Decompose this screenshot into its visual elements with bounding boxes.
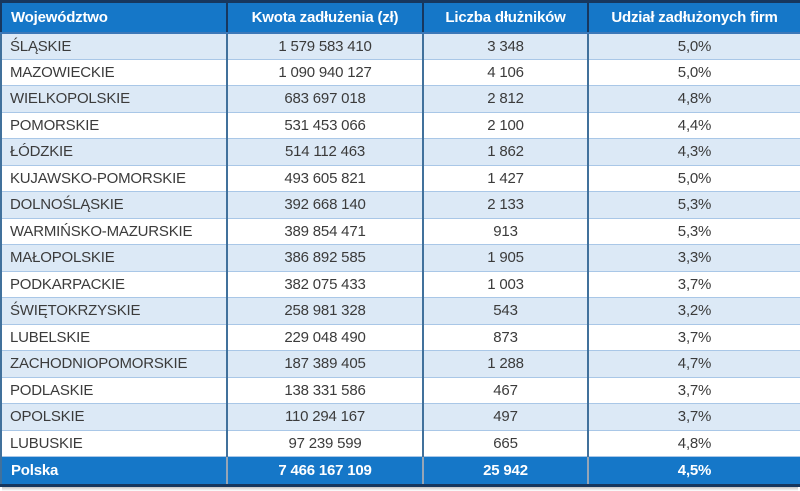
amount-cell: 258 981 328 [227,297,424,325]
table-row: WARMIŃSKO-MAZURSKIE 389 854 471 913 5,3% [0,218,800,245]
table-row: ŚLĄSKIE 1 579 583 410 3 348 5,0% [0,32,800,60]
region-cell: POMORSKIE [0,112,228,139]
total-amount-cell: 7 466 167 109 [227,456,424,487]
region-cell: ZACHODNIOPOMORSKIE [0,350,228,378]
table-row: KUJAWSKO-POMORSKIE 493 605 821 1 427 5,0… [0,165,800,192]
share-cell: 4,7% [588,350,800,378]
table-row: ZACHODNIOPOMORSKIE 187 389 405 1 288 4,7… [0,350,800,378]
region-cell: ŁÓDZKIE [0,138,228,166]
share-cell: 3,3% [588,244,800,272]
share-cell: 5,3% [588,191,800,219]
table-body: ŚLĄSKIE 1 579 583 410 3 348 5,0% MAZOWIE… [0,32,800,457]
share-cell: 3,7% [588,377,800,404]
table-row: POMORSKIE 531 453 066 2 100 4,4% [0,112,800,139]
column-header-indebted-share: Udział zadłużonych firm [588,0,800,34]
share-cell: 4,8% [588,85,800,113]
share-cell: 3,7% [588,271,800,298]
region-cell: WIELKOPOLSKIE [0,85,228,113]
debtors-cell: 467 [423,377,589,404]
table-drop-shadow [2,487,798,491]
table-row: ŁÓDZKIE 514 112 463 1 862 4,3% [0,138,800,166]
region-cell: PODKARPACKIE [0,271,228,298]
share-cell: 5,0% [588,32,800,60]
share-cell: 4,8% [588,430,800,457]
share-cell: 4,4% [588,112,800,139]
table-row: WIELKOPOLSKIE 683 697 018 2 812 4,8% [0,85,800,113]
region-cell: KUJAWSKO-POMORSKIE [0,165,228,192]
debtors-cell: 1 427 [423,165,589,192]
region-cell: DOLNOŚLĄSKIE [0,191,228,219]
debtors-cell: 543 [423,297,589,325]
amount-cell: 138 331 586 [227,377,424,404]
amount-cell: 514 112 463 [227,138,424,166]
amount-cell: 386 892 585 [227,244,424,272]
debtors-cell: 873 [423,324,589,351]
region-cell: ŚLĄSKIE [0,32,228,60]
debtors-cell: 913 [423,218,589,245]
amount-cell: 389 854 471 [227,218,424,245]
table-row: LUBELSKIE 229 048 490 873 3,7% [0,324,800,351]
amount-cell: 382 075 433 [227,271,424,298]
total-row: Polska 7 466 167 109 25 942 4,5% [0,456,800,487]
share-cell: 3,7% [588,324,800,351]
table-header: Województwo Kwota zadłużenia (zł) Liczba… [0,0,800,34]
debtors-cell: 1 288 [423,350,589,378]
share-cell: 4,3% [588,138,800,166]
debtors-cell: 2 133 [423,191,589,219]
amount-cell: 1 579 583 410 [227,32,424,60]
amount-cell: 531 453 066 [227,112,424,139]
debtors-cell: 497 [423,403,589,431]
total-share-cell: 4,5% [588,456,800,487]
table-row: ŚWIĘTOKRZYSKIE 258 981 328 543 3,2% [0,297,800,325]
table-row: DOLNOŚLĄSKIE 392 668 140 2 133 5,3% [0,191,800,219]
total-label-cell: Polska [0,456,228,487]
debtors-cell: 4 106 [423,59,589,86]
share-cell: 3,2% [588,297,800,325]
total-debtors-cell: 25 942 [423,456,589,487]
table-row: MAŁOPOLSKIE 386 892 585 1 905 3,3% [0,244,800,272]
region-cell: PODLASKIE [0,377,228,404]
amount-cell: 187 389 405 [227,350,424,378]
amount-cell: 392 668 140 [227,191,424,219]
region-cell: OPOLSKIE [0,403,228,431]
debtors-cell: 2 100 [423,112,589,139]
table-row: LUBUSKIE 97 239 599 665 4,8% [0,430,800,457]
table-row: PODLASKIE 138 331 586 467 3,7% [0,377,800,404]
share-cell: 5,0% [588,59,800,86]
amount-cell: 683 697 018 [227,85,424,113]
debtors-cell: 665 [423,430,589,457]
column-header-voivodeship: Województwo [0,0,228,34]
table-row: OPOLSKIE 110 294 167 497 3,7% [0,403,800,431]
debtors-cell: 1 003 [423,271,589,298]
column-header-debt-amount: Kwota zadłużenia (zł) [227,0,424,34]
amount-cell: 110 294 167 [227,403,424,431]
amount-cell: 493 605 821 [227,165,424,192]
share-cell: 5,0% [588,165,800,192]
table-row: MAZOWIECKIE 1 090 940 127 4 106 5,0% [0,59,800,86]
share-cell: 5,3% [588,218,800,245]
header-row: Województwo Kwota zadłużenia (zł) Liczba… [0,0,800,34]
region-cell: MAZOWIECKIE [0,59,228,86]
region-cell: WARMIŃSKO-MAZURSKIE [0,218,228,245]
region-cell: LUBUSKIE [0,430,228,457]
region-cell: ŚWIĘTOKRZYSKIE [0,297,228,325]
share-cell: 3,7% [588,403,800,431]
table-row: PODKARPACKIE 382 075 433 1 003 3,7% [0,271,800,298]
amount-cell: 97 239 599 [227,430,424,457]
table-footer: Polska 7 466 167 109 25 942 4,5% [0,456,800,487]
column-header-debtor-count: Liczba dłużników [423,0,589,34]
debtors-cell: 2 812 [423,85,589,113]
debtors-cell: 3 348 [423,32,589,60]
amount-cell: 229 048 490 [227,324,424,351]
region-cell: MAŁOPOLSKIE [0,244,228,272]
debtors-cell: 1 862 [423,138,589,166]
amount-cell: 1 090 940 127 [227,59,424,86]
debtors-cell: 1 905 [423,244,589,272]
region-cell: LUBELSKIE [0,324,228,351]
